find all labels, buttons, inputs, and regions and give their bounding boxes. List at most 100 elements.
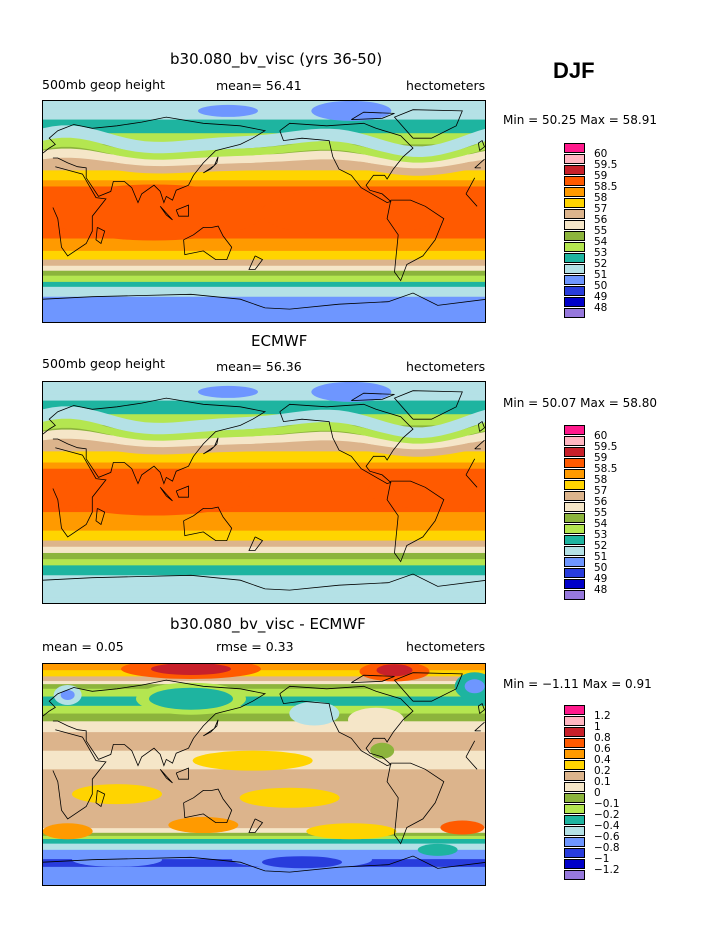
colorbar-label: 54 [594,518,608,530]
contour-band [43,472,485,475]
contour-band [43,551,485,554]
contour-band [43,314,485,316]
contour-band [43,688,485,691]
contour-band [43,698,485,701]
contour-band [43,701,485,704]
contour-band [43,808,485,811]
contour-patch [370,742,395,759]
contour-patch [60,689,75,700]
contour-band [43,122,485,124]
contour-band [43,555,485,558]
contour-patch [367,473,485,510]
contour-band [43,557,485,560]
colorbar-label: 49 [594,573,608,585]
colorbar-label: 53 [594,529,608,541]
contour-band [43,514,485,517]
contour-band [43,110,485,113]
coastline [175,485,189,498]
contour-band [43,531,485,534]
colorbar-label: 58.5 [594,463,618,475]
coastline [52,729,478,820]
contour-band [43,125,485,128]
contour-band [43,406,485,409]
contour-band [43,223,485,226]
colorbar-swatch [564,513,585,523]
contour-band [43,746,485,749]
contour-band [43,848,485,851]
contour-band [43,536,485,539]
contour-band [43,109,485,112]
colorbar-label: −1.2 [594,864,620,876]
contour-band [43,239,485,242]
coastline [393,672,463,702]
contour-band [43,286,485,289]
contour-band [43,404,485,407]
contour-band [43,467,485,470]
contour-band [43,486,485,488]
contour-band [43,114,485,117]
contour-band [43,394,485,397]
contour-band [43,224,485,227]
contour-band [43,520,485,523]
contour-band [43,815,485,818]
contour-band [43,525,485,528]
contour-band [43,257,485,259]
colorbar-swatch [564,308,585,318]
contour-band [43,218,485,221]
contour-band [43,118,485,121]
contour-band [43,253,485,256]
contour-band [43,300,485,303]
colorbar-swatch [564,176,585,186]
colorbar-label: 57 [594,485,608,497]
contour-patch [464,679,485,694]
contour-patch [192,750,313,771]
contour-band [43,713,485,716]
contour-band [43,521,485,524]
contour-band [43,733,485,736]
contour-band [43,450,485,452]
colorbar-swatch [564,491,585,501]
contour-band [43,685,485,688]
contour-band [43,538,485,540]
contour-band [43,533,485,535]
contour-wave [43,148,485,171]
contour-band [43,219,485,222]
colorbar-swatch [564,447,585,457]
contour-band [43,526,485,529]
contour-band [43,519,485,522]
colorbar-label: 59.5 [594,159,618,171]
contour-band [43,600,485,602]
contour-band [43,504,485,507]
colorbar-swatch [564,187,585,197]
colorbar-label: −0.6 [594,831,620,843]
colorbar-label: 58 [594,474,608,486]
contour-band [43,582,485,585]
contour-band [43,312,485,315]
contour-band [43,382,485,384]
contour-band [43,297,485,300]
contour-band [43,741,485,744]
contour-band [43,492,485,494]
panel-3-rmse: rmse = 0.33 [216,639,294,654]
coastline [203,156,219,174]
contour-patch [440,820,485,835]
colorbar-label: −1 [594,853,610,865]
contour-band [43,576,485,579]
coastline [95,790,106,808]
colorbar-swatch [564,568,585,578]
colorbar-swatch [564,425,585,435]
contour-band [43,495,485,498]
contour-band [43,317,485,320]
contour-band [43,866,485,869]
contour-band [43,585,485,587]
contour-band [43,523,485,525]
contour-patch [261,188,442,237]
colorbar-swatch [564,220,585,230]
contour-band [43,279,485,282]
contour-band [43,500,485,503]
colorbar-label: 59 [594,452,608,464]
contour-band [43,278,485,280]
contour-band [43,668,485,671]
contour-band [43,466,485,468]
contour-band [43,244,485,247]
